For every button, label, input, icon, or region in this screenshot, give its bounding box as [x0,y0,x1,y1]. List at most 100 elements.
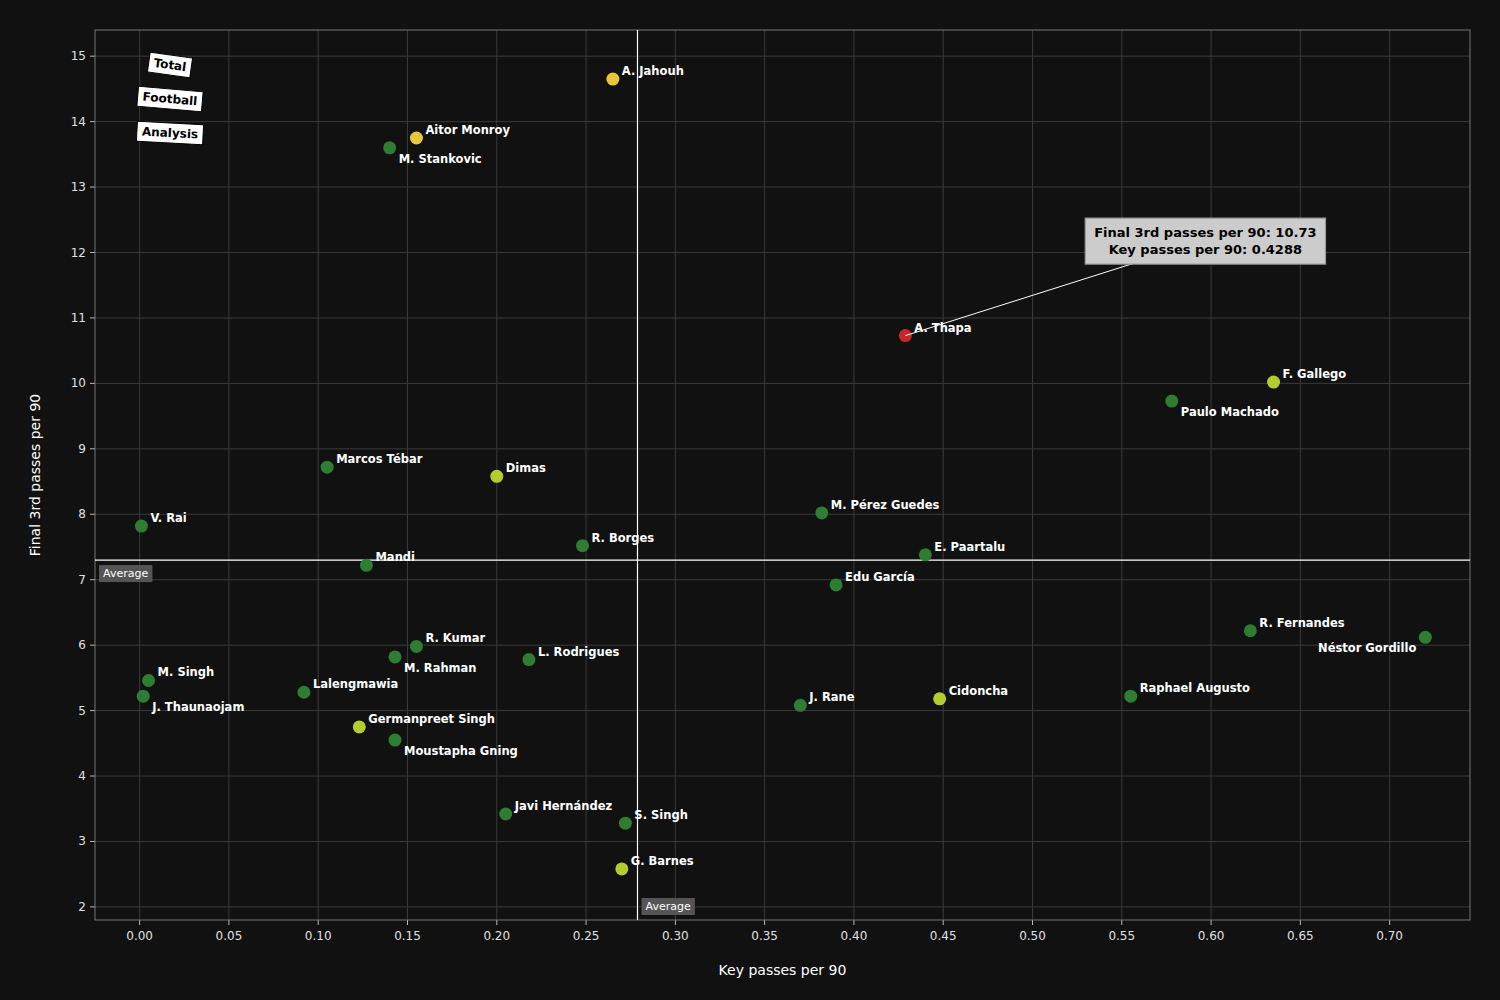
background [0,0,1500,1000]
point [321,461,334,474]
point [135,520,148,533]
tick-x [496,920,497,925]
tick-label-y: 5 [78,704,86,718]
annotation-line: Key passes per 90: 0.4288 [1109,242,1302,257]
logo-box [137,86,203,112]
point [1124,690,1137,703]
point [615,862,628,875]
point [297,686,310,699]
tick-label-x: 0.35 [751,929,778,943]
reference-labels: Average Average [99,565,695,915]
point-label: Marcos Tébar [336,452,423,466]
grid-line-x [943,30,944,920]
logo-box [147,52,192,78]
annotation-text: Final 3rd passes per 90: 10.73 Key passes… [1094,225,1316,257]
grid-line-x [853,30,854,920]
point [794,699,807,712]
grid-line-x [1300,30,1301,920]
tick-y [90,187,95,188]
tick-x [407,920,408,925]
grid-line-y [95,383,1470,384]
grid-line-y [95,121,1470,122]
tick-label-y: 8 [78,507,86,521]
logo-item: Analysis [136,121,203,144]
point-label: R. Borges [592,531,655,545]
point [619,817,632,830]
tick-x [1300,920,1301,925]
tick-label-x: 0.25 [573,929,600,943]
tick-label-x: 0.15 [394,929,421,943]
tick-x [586,920,587,925]
point [830,578,843,591]
point-label: M. Stankovic [399,152,482,166]
tick-label-y: 4 [78,769,86,783]
axes: 0.000.050.100.150.200.250.300.350.400.45… [71,30,1470,943]
tick-y [90,252,95,253]
grid-line-x [139,30,140,920]
point-label: Dimas [506,461,546,475]
tick-label-x: 0.40 [841,929,868,943]
tick-label-y: 10 [71,376,86,390]
tick-label-x: 0.00 [126,929,153,943]
tick-label-x: 0.60 [1198,929,1225,943]
point [389,650,402,663]
point [815,506,828,519]
tick-x [764,920,765,925]
grid-line-x [1121,30,1122,920]
point-label: A. Thapa [914,321,971,335]
grid-line-x [1032,30,1033,920]
point-label: M. Singh [158,665,215,679]
logo: Total Football Analysis [136,52,203,145]
point [410,131,423,144]
tick-label-x: 0.65 [1287,929,1314,943]
annotation-line: Final 3rd passes per 90: 10.73 [1094,225,1316,240]
point-label: R. Kumar [425,631,485,645]
logo-text: Total [153,56,187,74]
average-line-x [637,30,638,920]
tick-x [943,920,944,925]
x-axis-label: Key passes per 90 [719,962,847,978]
grid-line-y [95,841,1470,842]
tick-x [853,920,854,925]
point [360,559,373,572]
point-label: Javi Hernández [514,799,613,813]
tick-y [90,121,95,122]
logo-text: Analysis [142,125,199,142]
point-label: Raphael Augusto [1140,681,1250,695]
point [383,141,396,154]
reference-label: Average [642,898,695,915]
grid-line-x [764,30,765,920]
tick-y [90,710,95,711]
point-label: R. Fernandes [1259,616,1344,630]
point [522,653,535,666]
point [1244,624,1257,637]
tick-label-y: 2 [78,900,86,914]
average-label: Average [646,900,691,913]
point-label: Aitor Monroy [425,123,510,137]
point-label: J. Thaunaojam [151,700,244,714]
tick-x [1389,920,1390,925]
grid-line-y [95,448,1470,449]
grid-line-x [1211,30,1212,920]
point-label: A. Jahouh [622,64,684,78]
point [933,692,946,705]
tick-label-x: 0.10 [305,929,332,943]
point [606,73,619,86]
chart: 0.000.050.100.150.200.250.300.350.400.45… [0,0,1500,1000]
grid-line-y [95,710,1470,711]
logo-text: Football [142,90,198,109]
tick-y [90,383,95,384]
point-label: Moustapha Gning [404,744,518,758]
point-label: Néstor Gordillo [1318,641,1416,655]
tick-label-y: 11 [71,311,86,325]
y-axis-label: Final 3rd passes per 90 [27,394,43,556]
tick-x [1211,920,1212,925]
point [137,690,150,703]
logo-item: Total [147,52,192,78]
point [919,548,932,561]
tick-label-y: 14 [71,115,86,129]
average-label: Average [103,567,148,580]
points [135,73,1432,876]
grid-line-y [95,906,1470,907]
tick-label-y: 13 [71,180,86,194]
